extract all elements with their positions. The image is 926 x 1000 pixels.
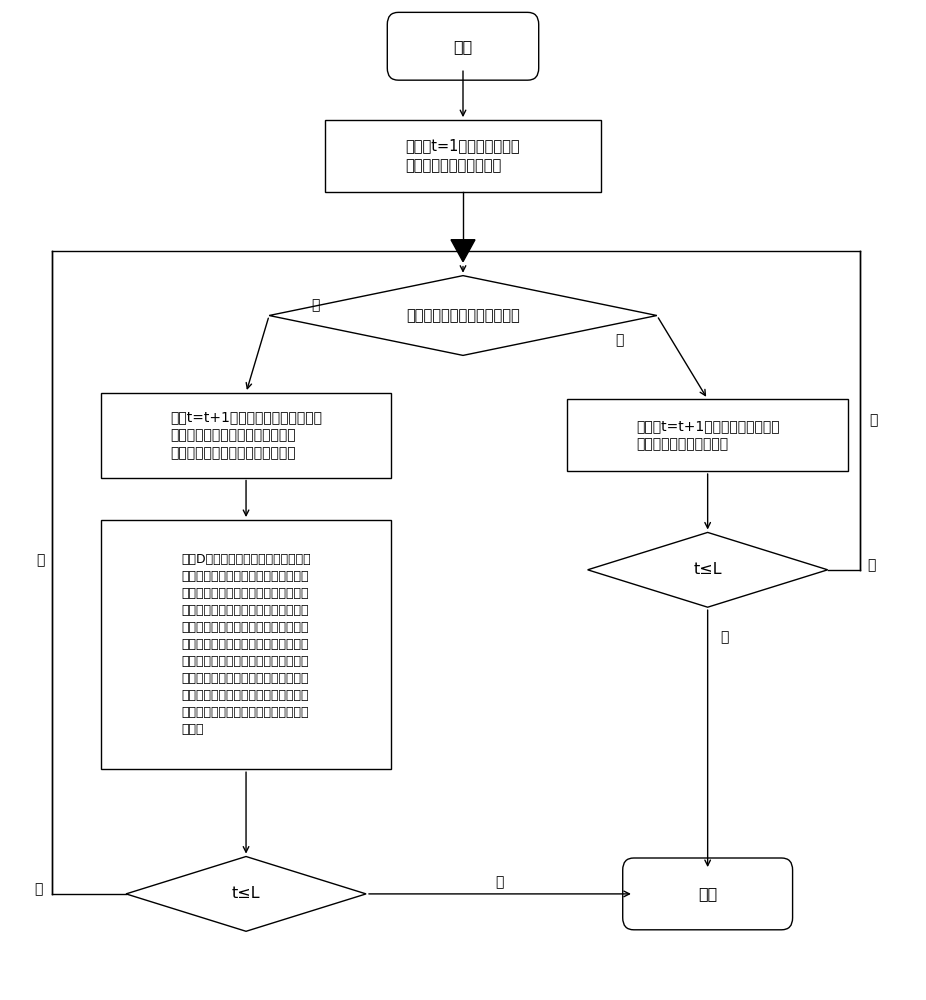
Text: 结束: 结束 xyxy=(698,886,718,901)
FancyBboxPatch shape xyxy=(387,12,539,80)
Text: 是: 是 xyxy=(870,413,878,427)
Text: 是: 是 xyxy=(311,299,319,313)
Bar xyxy=(101,520,392,769)
Text: 是: 是 xyxy=(34,882,43,896)
Text: t≤L: t≤L xyxy=(694,562,722,577)
Polygon shape xyxy=(588,532,828,607)
Text: 否: 否 xyxy=(495,875,504,889)
FancyBboxPatch shape xyxy=(622,858,793,930)
Bar xyxy=(101,393,392,478)
Bar xyxy=(567,399,848,471)
Text: 在时隙t=t+1，信源产生新信号并
将其传输给所有中继节点: 在时隙t=t+1，信源产生新信号并 将其传输给所有中继节点 xyxy=(636,419,780,451)
Text: 开始: 开始 xyxy=(454,39,472,54)
Polygon shape xyxy=(451,240,475,262)
Text: 是: 是 xyxy=(36,553,44,567)
Text: 信宿D直接尝试解码中继节点转发来的
信号；最优中继节点采用环路自干扰消
除技术消除其传输信号对其接收信号造
成的干扰；成功解码上一时隙信号但非
最优中继节点利用: 信宿D直接尝试解码中继节点转发来的 信号；最优中继节点采用环路自干扰消 除技术消… xyxy=(181,553,311,736)
Text: 否: 否 xyxy=(720,630,729,644)
Text: 是: 是 xyxy=(868,558,876,572)
Polygon shape xyxy=(269,276,657,355)
Text: 至少有一个中继节点成功解码: 至少有一个中继节点成功解码 xyxy=(407,308,519,323)
Text: t≤L: t≤L xyxy=(232,886,260,901)
Text: 在时隙t=1，信源产生信号
将其传输给所有中继节点: 在时隙t=1，信源产生信号 将其传输给所有中继节点 xyxy=(406,139,520,173)
Text: 否: 否 xyxy=(616,333,624,347)
Bar xyxy=(324,120,602,192)
Text: 时隙t=t+1，选出最优中继节点，将
解码信号传送至信宿，同时信源继
续产生新信号传输给所有中继节点: 时隙t=t+1，选出最优中继节点，将 解码信号传送至信宿，同时信源继 续产生新信… xyxy=(170,410,322,461)
Polygon shape xyxy=(126,857,366,931)
